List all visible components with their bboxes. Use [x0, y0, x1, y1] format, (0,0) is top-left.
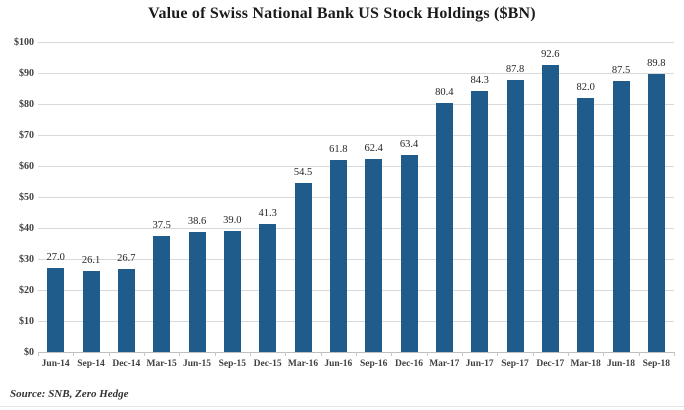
- x-axis-label: Sep-14: [77, 359, 105, 369]
- bar-value-label: 41.3: [258, 207, 277, 219]
- x-axis-label: Sep-16: [359, 359, 388, 369]
- bar-value-label: 63.4: [399, 139, 419, 151]
- axis-tick: [356, 352, 357, 356]
- axis-tick: [144, 352, 145, 356]
- bar-value-label: 27.0: [46, 252, 65, 264]
- bar: [612, 80, 630, 352]
- x-axis-label: Mar-16: [287, 359, 319, 369]
- bar: [117, 269, 135, 352]
- gridline: [38, 42, 674, 43]
- gridline: [38, 290, 674, 291]
- x-axis-label: Dec-14: [112, 359, 141, 369]
- bar: [47, 268, 65, 352]
- bar: [400, 155, 418, 352]
- bar: [435, 102, 453, 352]
- gridline: [38, 73, 674, 74]
- axis-tick: [73, 352, 75, 356]
- axis-tick: [108, 352, 110, 356]
- x-axis-label: Sep-18: [642, 359, 671, 369]
- bar: [365, 158, 383, 352]
- bar-value-label: 54.5: [293, 167, 313, 179]
- bar-value-label: 89.8: [647, 57, 666, 69]
- gridline: [38, 259, 674, 260]
- x-axis-label: Mar-18: [570, 359, 601, 369]
- axis-tick: [214, 352, 216, 356]
- y-axis-label: $100: [14, 36, 34, 48]
- x-axis-label: Dec-15: [253, 359, 282, 369]
- bar-value-label: 82.0: [576, 81, 595, 93]
- bar-value-label: 84.3: [470, 74, 489, 86]
- bar: [329, 160, 347, 352]
- bar-value-label: 61.8: [329, 144, 348, 156]
- y-axis-label: $30: [19, 253, 34, 265]
- y-axis-label: $10: [19, 315, 34, 327]
- x-axis-label: Dec-17: [536, 359, 565, 369]
- y-axis-label: $40: [19, 222, 34, 234]
- bar-value-label: 26.7: [117, 253, 136, 265]
- axis-tick: [179, 352, 181, 356]
- axis-tick: [426, 352, 428, 356]
- bar: [647, 73, 665, 352]
- bar-value-label: 26.1: [81, 255, 101, 267]
- y-axis-label: $0: [24, 346, 34, 358]
- axis-tick: [391, 352, 393, 356]
- x-axis-label: Dec-16: [395, 359, 423, 369]
- bar-value-label: 38.6: [187, 216, 207, 228]
- y-axis-label: $60: [19, 160, 34, 172]
- bar-value-label: 87.5: [611, 64, 631, 76]
- x-axis-label: Jun-17: [465, 359, 494, 369]
- source-note: Source: SNB, Zero Hedge: [10, 388, 129, 400]
- axis-tick: [38, 352, 39, 356]
- y-axis-label: $90: [19, 67, 34, 79]
- axis-tick: [320, 352, 322, 356]
- x-axis-label: Jun-18: [607, 359, 635, 369]
- y-axis-label: $50: [19, 191, 34, 203]
- x-axis-label: Sep-15: [218, 359, 247, 369]
- bar-value-label: 87.8: [505, 63, 525, 75]
- x-axis-label: Mar-17: [429, 359, 460, 369]
- x-axis-label: Mar-15: [146, 359, 177, 369]
- y-axis-label: $20: [19, 284, 34, 296]
- gridline: [38, 321, 674, 322]
- gridline: [38, 228, 674, 229]
- x-axis-label: Sep-17: [501, 359, 529, 369]
- bar-value-label: 37.5: [152, 219, 171, 231]
- axis-tick: [674, 352, 675, 356]
- gridline: [38, 197, 674, 198]
- bar: [223, 231, 241, 352]
- bar: [188, 232, 206, 352]
- y-axis-label: $70: [19, 129, 34, 141]
- bar-value-label: 92.6: [541, 48, 560, 60]
- axis-tick: [497, 352, 499, 356]
- bar-value-label: 39.0: [223, 215, 242, 227]
- x-axis-label: Jun-14: [41, 359, 70, 369]
- bar: [471, 90, 489, 352]
- axis-tick: [532, 352, 534, 356]
- gridline: [38, 104, 674, 105]
- bar: [506, 79, 524, 352]
- bottom-border: [0, 406, 684, 407]
- axis-tick: [638, 352, 640, 356]
- bar: [541, 64, 559, 352]
- x-axis-label: Jun-15: [183, 359, 211, 369]
- y-axis-label: $80: [19, 98, 34, 110]
- bar-value-label: 62.4: [364, 142, 383, 154]
- axis-tick: [250, 352, 251, 356]
- gridline: [38, 166, 674, 167]
- axis-tick: [462, 352, 463, 356]
- bar: [82, 271, 100, 352]
- x-axis-label: Jun-16: [324, 359, 353, 369]
- axis-tick: [568, 352, 569, 356]
- axis-tick: [603, 352, 605, 356]
- axis-tick: [285, 352, 287, 356]
- bar: [153, 235, 171, 352]
- bar: [259, 223, 277, 352]
- gridline: [38, 135, 674, 136]
- bar: [294, 183, 312, 352]
- chart-title: Value of Swiss National Bank US Stock Ho…: [148, 5, 536, 22]
- bar: [577, 97, 595, 352]
- bar-value-label: 80.4: [435, 86, 454, 98]
